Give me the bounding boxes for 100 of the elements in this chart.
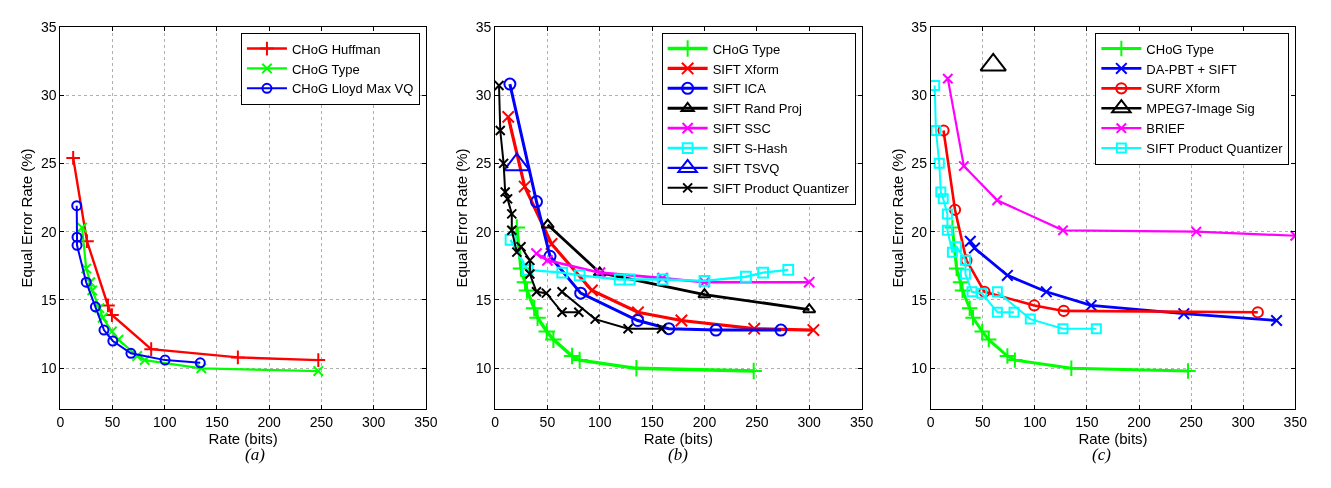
point [747, 321, 761, 336]
x-tick-label: 200 [1127, 414, 1151, 431]
x-tick-label: 350 [849, 414, 874, 431]
point [991, 194, 1003, 206]
point [570, 350, 589, 370]
point [125, 347, 137, 359]
y-tick-label: 35 [40, 18, 57, 35]
point [540, 218, 555, 229]
x-tick-label: 50 [539, 414, 556, 431]
y-tick-label: 10 [911, 360, 928, 377]
point [942, 72, 954, 85]
point [80, 262, 92, 275]
point [528, 308, 547, 328]
legend-label: SIFT Xform [712, 61, 779, 77]
point [740, 270, 752, 283]
y-tick-label: 25 [911, 155, 928, 172]
x-tick-label: 300 [361, 414, 386, 431]
point [495, 79, 505, 91]
y-tick-label: 10 [475, 360, 492, 377]
point [1024, 313, 1036, 325]
point [1001, 269, 1014, 282]
point [498, 157, 510, 169]
point [991, 306, 1003, 318]
point [517, 179, 532, 194]
point [1057, 323, 1069, 335]
point [562, 346, 582, 366]
point [968, 241, 981, 255]
point [107, 335, 119, 347]
x-tick-label: 250 [309, 414, 334, 431]
legend-label: SIFT TSVQ [712, 161, 780, 177]
point [71, 200, 83, 212]
point [941, 208, 953, 220]
legend-label: SIFT SSC [712, 121, 771, 137]
legend-label: CHoG Type [712, 41, 781, 57]
point [541, 254, 554, 267]
point [80, 276, 92, 288]
point [803, 276, 816, 289]
point [1057, 224, 1069, 236]
legend-label: CHoG Type [1146, 41, 1215, 57]
legend-label: MPEG7-Image Sig [1146, 101, 1255, 117]
x-tick-label: 0 [926, 414, 935, 431]
point [802, 303, 817, 314]
point [524, 298, 544, 318]
point [230, 349, 246, 366]
point [195, 362, 208, 375]
y-tick-label: 25 [40, 155, 57, 172]
point [515, 241, 527, 253]
point [964, 234, 977, 248]
point [65, 150, 82, 166]
point [511, 246, 523, 258]
x-tick-label: 100 [588, 414, 612, 431]
x-tick-label: 100 [153, 414, 177, 431]
legend-label: SIFT Product Quantizer [1146, 141, 1284, 157]
point [131, 350, 143, 362]
point [530, 247, 543, 260]
point [194, 357, 206, 369]
point [946, 246, 958, 258]
point [504, 233, 517, 246]
point [499, 186, 511, 198]
point [139, 354, 151, 366]
point [312, 365, 324, 377]
point [98, 324, 110, 336]
point [966, 286, 978, 298]
legend-label: BRIEF [1146, 121, 1185, 137]
y-tick-label: 20 [40, 223, 57, 240]
point [662, 322, 676, 336]
point [613, 273, 626, 286]
point [806, 323, 821, 337]
point [573, 306, 585, 318]
point [937, 193, 949, 205]
point [106, 325, 118, 338]
point [674, 313, 689, 328]
point [89, 301, 101, 313]
point [159, 354, 171, 366]
legend-label: CHoG Type [291, 61, 360, 77]
point [951, 241, 963, 253]
point [991, 286, 1003, 298]
y-tick-label: 15 [911, 291, 928, 308]
point [97, 312, 109, 324]
point [930, 125, 942, 137]
legend-label: SIFT S-Hash [712, 141, 788, 157]
x-tick-label: 300 [1231, 414, 1256, 431]
x-tick-label: 100 [1023, 414, 1047, 431]
point [556, 286, 568, 298]
point [782, 264, 795, 276]
x-tick-label: 350 [1283, 414, 1308, 431]
y-tick-label: 35 [911, 18, 928, 35]
point [524, 254, 536, 266]
x-tick-label: 200 [692, 414, 717, 431]
y-axis-title: Equal Error Rate (%) [452, 148, 470, 288]
x-tick-label: 150 [205, 414, 229, 431]
y-tick-label: 10 [40, 360, 57, 377]
point [79, 233, 95, 250]
point [656, 323, 668, 335]
y-tick-label: 30 [911, 86, 928, 103]
x-tick-label: 0 [56, 414, 65, 431]
point [933, 157, 945, 169]
y-tick-label: 20 [475, 223, 492, 240]
point [937, 124, 950, 137]
y-tick-label: 30 [40, 86, 57, 103]
